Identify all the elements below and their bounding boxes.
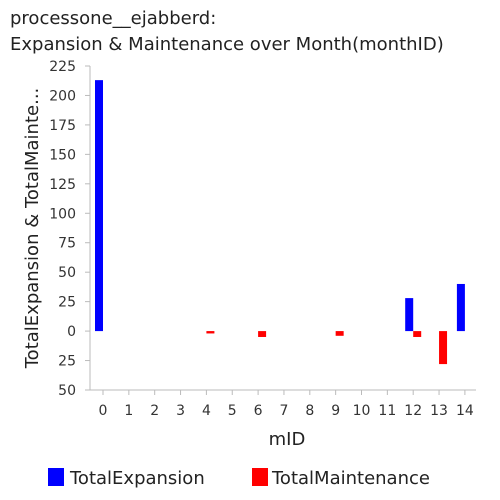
- legend-swatch-totalmaintenance: [252, 468, 268, 486]
- y-tick-label: 225: [49, 59, 76, 75]
- legend: TotalExpansion TotalMaintenance: [48, 468, 430, 489]
- x-tick-label: 12: [404, 403, 422, 419]
- y-axis-label: TotalExpansion & TotalMainte...: [22, 88, 43, 370]
- bar-totalmaintenance-12: [413, 331, 422, 337]
- bar-totalmaintenance-4: [206, 331, 215, 334]
- axes: [89, 66, 476, 391]
- bar-totalmaintenance-13: [439, 331, 448, 365]
- x-tick-label: 2: [150, 403, 159, 419]
- y-tick-label: 25: [58, 354, 76, 370]
- y-tick-label: 175: [49, 118, 76, 134]
- x-tick-label: 11: [378, 403, 396, 419]
- bar-totalmaintenance-6: [258, 331, 267, 337]
- x-tick-label: 7: [279, 403, 288, 419]
- x-tick-label: 6: [254, 403, 263, 419]
- y-tick-label: 25: [58, 295, 76, 311]
- x-tick-label: 10: [353, 403, 371, 419]
- x-axis-label: mID: [269, 429, 306, 450]
- y-tick-label: 50: [58, 383, 76, 399]
- y-tick-label: 150: [49, 147, 76, 163]
- x-tick-label: 0: [99, 403, 108, 419]
- y-tick-label: 75: [58, 236, 76, 252]
- x-tick-label: 4: [202, 403, 211, 419]
- x-tick-label: 1: [124, 403, 133, 419]
- x-tick-label: 9: [331, 403, 340, 419]
- chart-title-line-2: Expansion & Maintenance over Month(month…: [10, 34, 444, 55]
- x-tick-label: 8: [305, 403, 314, 419]
- y-tick-label: 200: [49, 88, 76, 104]
- x-tick-label: 3: [176, 403, 185, 419]
- bar-totalexpansion-0: [95, 80, 103, 332]
- chart-title: processone__ejabberd: Expansion & Mainte…: [10, 8, 444, 55]
- x-tick-label: 5: [228, 403, 237, 419]
- y-tick-label: 125: [49, 177, 76, 193]
- x-tick-label: 13: [430, 403, 448, 419]
- y-tick-label: 50: [58, 265, 76, 281]
- bar-totalexpansion-12: [405, 298, 414, 332]
- legend-label-totalexpansion: TotalExpansion: [69, 468, 205, 489]
- x-tick-label: 14: [456, 403, 474, 419]
- legend-swatch-totalexpansion: [48, 468, 64, 486]
- bars: [95, 80, 465, 365]
- y-tick-label: 0: [67, 324, 76, 340]
- bar-totalexpansion-14: [456, 283, 465, 332]
- y-tick-label: 100: [49, 206, 76, 222]
- legend-label-totalmaintenance: TotalMaintenance: [271, 468, 430, 489]
- chart-title-line-1: processone__ejabberd:: [10, 8, 216, 29]
- bar-totalmaintenance-9: [335, 331, 344, 336]
